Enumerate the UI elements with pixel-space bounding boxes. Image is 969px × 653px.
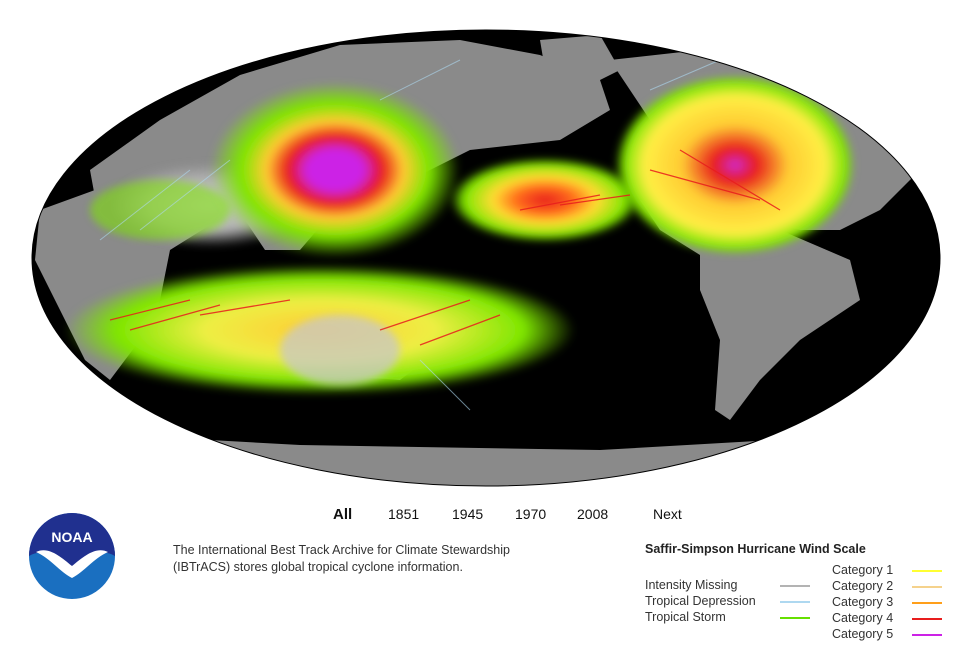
legend-item-category-2: Category 2 xyxy=(832,579,952,595)
legend-swatch xyxy=(912,618,942,620)
nav-1945-link[interactable]: 1945 xyxy=(452,506,484,522)
world-map xyxy=(31,29,941,487)
nav-1851-link[interactable]: 1851 xyxy=(388,506,420,522)
legend-swatch xyxy=(780,585,810,587)
legend-title: Saffir-Simpson Hurricane Wind Scale xyxy=(645,542,866,556)
logo-text: NOAA xyxy=(51,529,92,545)
legend-label: Category 2 xyxy=(832,579,894,593)
description: The International Best Track Archive for… xyxy=(173,542,613,576)
noaa-logo-icon: NOAA xyxy=(28,512,116,600)
legend-label: Category 5 xyxy=(832,627,894,641)
globe-outline xyxy=(31,29,941,487)
legend-item-intensity-missing: Intensity Missing xyxy=(645,578,825,594)
legend-swatch xyxy=(780,617,810,619)
legend-swatch xyxy=(912,570,942,572)
legend-item-tropical-storm: Tropical Storm xyxy=(645,610,825,626)
legend-label: Tropical Depression xyxy=(645,594,756,608)
legend-item-category-1: Category 1 xyxy=(832,563,952,579)
legend-swatch xyxy=(912,586,942,588)
cyclone-tracks xyxy=(65,59,855,411)
legend-item-category-3: Category 3 xyxy=(832,595,952,611)
description-line-2: (IBTrACS) stores global tropical cyclone… xyxy=(173,560,463,574)
nav-1970-link[interactable]: 1970 xyxy=(515,506,547,522)
legend-label: Tropical Storm xyxy=(645,610,726,624)
legend-label: Category 1 xyxy=(832,563,894,577)
legend-label: Category 4 xyxy=(832,611,894,625)
legend-item-category-4: Category 4 xyxy=(832,611,952,627)
legend-label: Category 3 xyxy=(832,595,894,609)
legend-swatch xyxy=(780,601,810,603)
cyclone-track-map xyxy=(31,29,941,487)
nav-2008-link[interactable]: 2008 xyxy=(577,506,609,522)
nav-all-link[interactable]: All xyxy=(333,506,353,523)
legend-swatch xyxy=(912,634,942,636)
legend-label: Intensity Missing xyxy=(645,578,738,592)
legend-item-tropical-depression: Tropical Depression xyxy=(645,594,825,610)
legend-swatch xyxy=(912,602,942,604)
legend-item-category-5: Category 5 xyxy=(832,627,952,643)
nav-next-link[interactable]: Next xyxy=(653,506,682,522)
year-navigation: All 1851 1945 1970 2008 Next xyxy=(0,506,969,526)
description-line-1: The International Best Track Archive for… xyxy=(173,543,510,557)
